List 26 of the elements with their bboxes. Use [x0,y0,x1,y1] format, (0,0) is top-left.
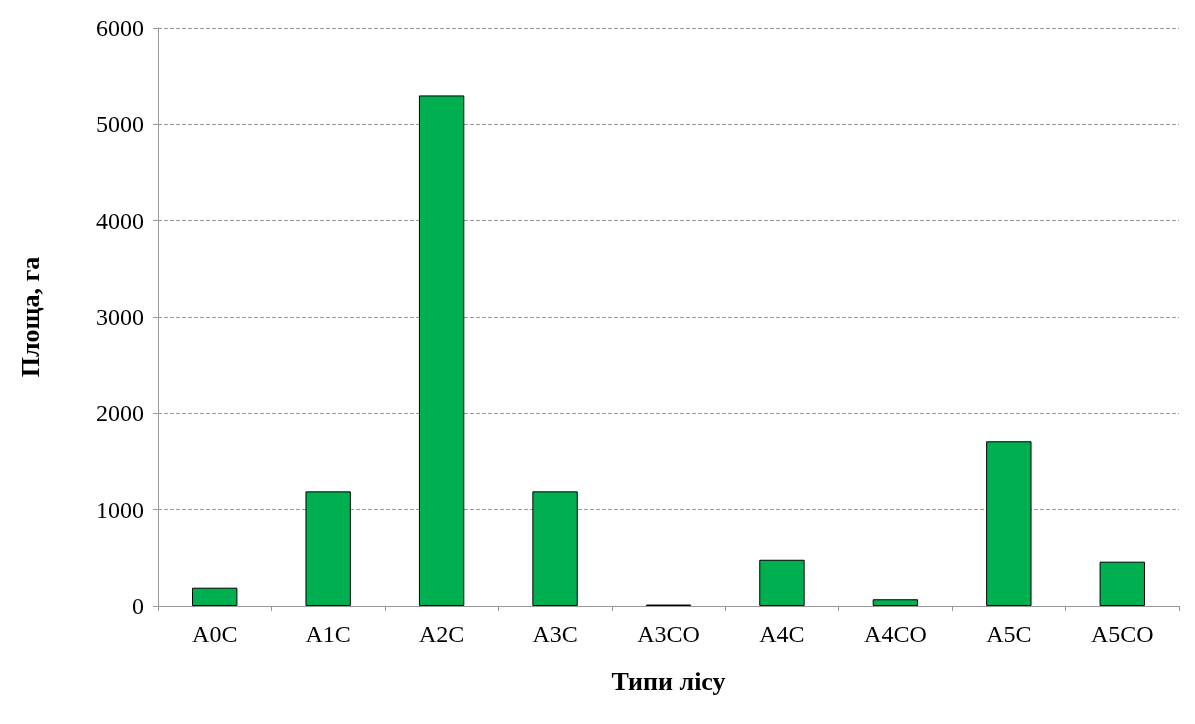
bar [986,441,1032,606]
y-axis-title: Площа, га [15,256,45,378]
bar [759,559,805,606]
bar [305,491,351,606]
bar [192,587,238,606]
bar [532,491,578,606]
y-tick-label: 1000 [96,496,144,523]
x-tick-label: A5CO [1090,621,1154,647]
x-tick-label: A0C [192,621,238,647]
y-tick-label: 2000 [96,400,144,427]
y-tick-label: 6000 [96,15,144,41]
bar [1099,561,1145,606]
x-axis-title: Типи лісу [611,666,726,696]
y-tick-label: 3000 [96,304,144,330]
x-tick-label: A5C [986,621,1032,647]
y-tick-label: 0 [132,593,144,619]
x-tick-label: A3C [532,621,578,647]
bar [872,599,919,606]
y-tick-label: 4000 [96,207,144,234]
x-tick-label: A1C [305,621,351,647]
x-tick-label: A4C [759,621,805,647]
x-tick-label: A3CO [637,621,700,647]
x-tick-label: A2C [418,621,465,647]
y-tick-label: 5000 [96,111,144,138]
x-tick-label: A4CO [864,621,927,647]
bar [418,95,465,606]
